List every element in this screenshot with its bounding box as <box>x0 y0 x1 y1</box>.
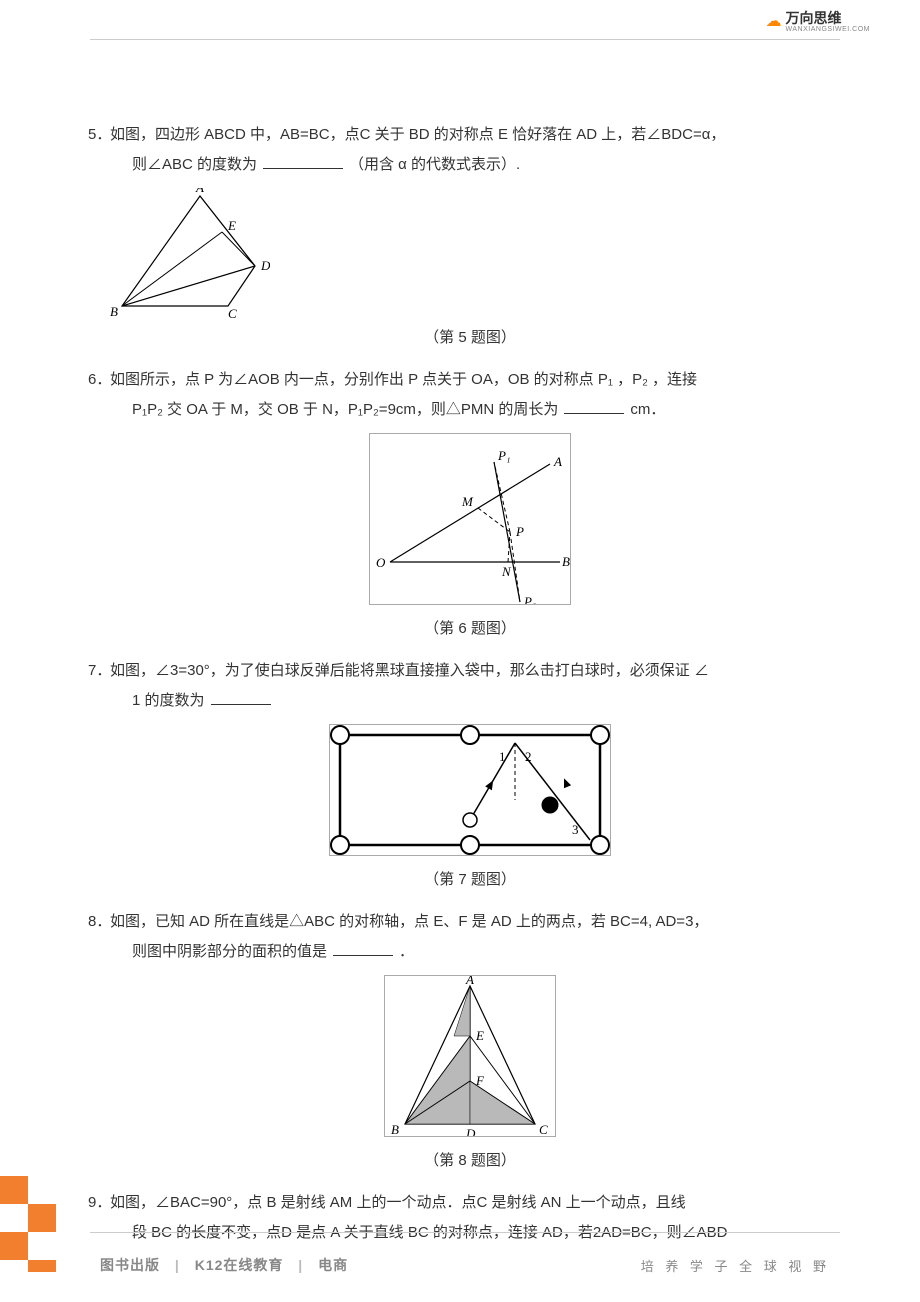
question-6: 6．如图所示，点 P 为∠AOB 内一点，分别作出 P 点关于 OA，OB 的对… <box>110 365 830 425</box>
fig6-caption: （第 6 题图） <box>110 617 830 638</box>
q9-num: 9． <box>88 1188 110 1218</box>
q8-line2: 则图中阴影部分的面积的值是． <box>110 937 830 967</box>
svg-text:1: 1 <box>499 749 506 764</box>
page-footer: 图书出版 | K12在线教育 | 电商 培 养 学 子 全 球 视 野 <box>90 1232 840 1302</box>
question-7: 7．如图，∠3=30°，为了使白球反弹后能将黑球直接撞入袋中，那么击打白球时，必… <box>110 656 830 716</box>
svg-text:B: B <box>562 554 570 569</box>
q6-num: 6． <box>88 365 110 395</box>
svg-text:P₁: P₁ <box>497 448 510 463</box>
q8-num: 8． <box>88 907 110 937</box>
q5-line1: 如图，四边形 ABCD 中，AB=BC，点C 关于 BD 的对称点 E 恰好落在… <box>110 126 725 143</box>
svg-text:D: D <box>260 258 270 273</box>
footer-right: 培 养 学 子 全 球 视 野 <box>641 1256 830 1275</box>
fig5-svg: A B C D E <box>110 188 270 318</box>
fig5-caption: （第 5 题图） <box>110 326 830 347</box>
q8-blank <box>333 941 393 956</box>
q9-line1: 如图，∠BAC=90°，点 B 是射线 AM 上的一个动点．点C 是射线 AN … <box>110 1194 686 1211</box>
footer-left: 图书出版 | K12在线教育 | 电商 <box>100 1255 348 1275</box>
footer-sep1: | <box>175 1257 180 1273</box>
footer-col1: 图书出版 <box>100 1257 160 1273</box>
q8-line2-text: 则图中阴影部分的面积的值是 <box>132 943 327 960</box>
svg-text:3: 3 <box>572 822 579 837</box>
brand-logo: ☁ 万向思维 WANXIANGSIWEI.COM <box>766 8 870 33</box>
q5-line2b: （用含 α 的代数式表示）. <box>349 156 520 173</box>
figure-6: O A B P P₁ P₂ M N <box>110 433 830 609</box>
svg-text:A: A <box>465 976 474 987</box>
svg-text:C: C <box>228 306 237 318</box>
q5-line2a: 则∠ABC 的度数为 <box>132 156 257 173</box>
fig7-box: 1 2 3 <box>329 724 611 856</box>
svg-text:2: 2 <box>525 749 532 764</box>
brain-icon: ☁ <box>766 11 782 31</box>
page-content: 5．如图，四边形 ABCD 中，AB=BC，点C 关于 BD 的对称点 E 恰好… <box>0 40 920 1248</box>
logo-text: 万向思维 <box>786 10 842 26</box>
q7-line2: 1 的度数为 <box>110 686 830 716</box>
svg-text:D: D <box>465 1126 476 1136</box>
svg-text:P: P <box>515 524 524 539</box>
q6-line2b: cm． <box>630 401 665 418</box>
footer-inner: 图书出版 | K12在线教育 | 电商 培 养 学 子 全 球 视 野 <box>90 1233 840 1275</box>
fig8-caption: （第 8 题图） <box>110 1149 830 1170</box>
q5-blank <box>263 154 343 169</box>
fig7-svg: 1 2 3 <box>330 725 610 855</box>
fig6-box: O A B P P₁ P₂ M N <box>369 433 571 605</box>
logo-subtext: WANXIANGSIWEI.COM <box>786 26 870 33</box>
footer-col2: K12在线教育 <box>195 1257 284 1273</box>
svg-text:N: N <box>501 564 512 579</box>
fig6-svg: O A B P P₁ P₂ M N <box>370 434 570 604</box>
question-5: 5．如图，四边形 ABCD 中，AB=BC，点C 关于 BD 的对称点 E 恰好… <box>110 120 830 180</box>
fig8-box: A B C D E F <box>384 975 556 1137</box>
q6-line1: 如图所示，点 P 为∠AOB 内一点，分别作出 P 点关于 OA，OB 的对称点… <box>110 371 697 388</box>
q6-blank <box>564 399 624 414</box>
corner-decoration <box>0 1152 70 1272</box>
figure-8: A B C D E F <box>110 975 830 1141</box>
q7-line2-text: 1 的度数为 <box>132 692 205 709</box>
svg-text:A: A <box>553 454 562 469</box>
q6-line2: P₁P₂ 交 OA 于 M，交 OB 于 N，P₁P₂=9cm，则△PMN 的周… <box>110 395 830 425</box>
footer-sep2: | <box>298 1257 303 1273</box>
svg-text:M: M <box>461 494 474 509</box>
svg-text:A: A <box>195 188 204 195</box>
svg-text:B: B <box>110 304 118 318</box>
fig7-caption: （第 7 题图） <box>110 868 830 889</box>
q5-line2: 则∠ABC 的度数为 （用含 α 的代数式表示）. <box>110 150 830 180</box>
svg-text:E: E <box>475 1028 484 1043</box>
q5-num: 5． <box>88 120 110 150</box>
svg-text:B: B <box>391 1122 399 1136</box>
q8-line1: 如图，已知 AD 所在直线是△ABC 的对称轴，点 E、F 是 AD 上的两点，… <box>110 913 708 930</box>
footer-col3: 电商 <box>318 1257 348 1273</box>
svg-text:P₂: P₂ <box>523 594 537 604</box>
figure-7: 1 2 3 <box>110 724 830 860</box>
figure-5: A B C D E <box>110 188 830 318</box>
q7-num: 7． <box>88 656 110 686</box>
q6-line2a: P₁P₂ 交 OA 于 M，交 OB 于 N，P₁P₂=9cm，则△PMN 的周… <box>132 401 558 418</box>
svg-text:E: E <box>227 218 236 233</box>
page-header: ☁ 万向思维 WANXIANGSIWEI.COM <box>90 0 840 40</box>
svg-text:O: O <box>376 555 386 570</box>
svg-text:C: C <box>539 1122 548 1136</box>
fig8-svg: A B C D E F <box>385 976 555 1136</box>
q7-line1: 如图，∠3=30°，为了使白球反弹后能将黑球直接撞入袋中，那么击打白球时，必须保… <box>110 662 709 679</box>
svg-text:F: F <box>475 1073 485 1088</box>
question-8: 8．如图，已知 AD 所在直线是△ABC 的对称轴，点 E、F 是 AD 上的两… <box>110 907 830 967</box>
q7-blank <box>211 690 271 705</box>
